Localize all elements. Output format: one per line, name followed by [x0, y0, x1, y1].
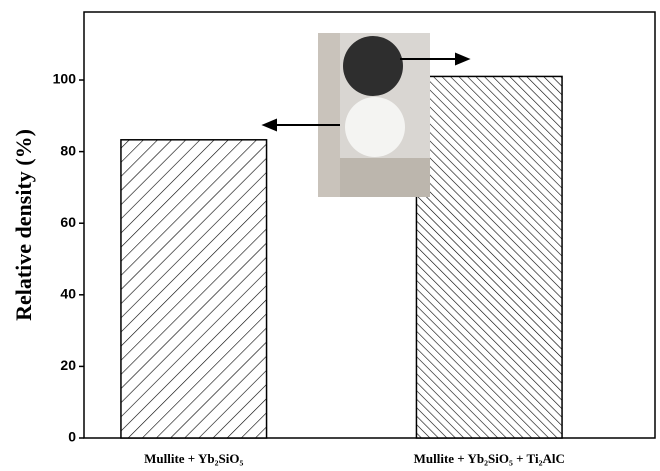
bar	[416, 76, 562, 438]
y-tick-label: 0	[68, 429, 76, 445]
bar	[121, 140, 267, 438]
white-sample	[345, 97, 405, 157]
ruler-horizontal	[340, 158, 430, 197]
y-tick-label: 20	[60, 357, 76, 373]
chart: Relative density (%) 0 20 40 60 80 100 Mullite…	[0, 0, 660, 471]
y-tick-label: 60	[60, 214, 76, 230]
y-axis-label: Relative density (%)	[11, 129, 36, 321]
x-tick-label: Mullite + Yb₂SiO₅	[144, 451, 243, 466]
ruler-vertical	[318, 33, 340, 197]
black-sample	[343, 36, 403, 96]
inset-photo	[318, 33, 430, 197]
x-tick-label: Mullite + Yb₂SiO₅ + Ti₂AlC	[414, 451, 565, 466]
y-tick-label: 40	[60, 286, 76, 302]
arrow-head	[264, 120, 276, 130]
y-tick-label: 80	[60, 142, 76, 158]
y-tick-label: 100	[53, 71, 77, 87]
arrow-head	[456, 54, 468, 64]
